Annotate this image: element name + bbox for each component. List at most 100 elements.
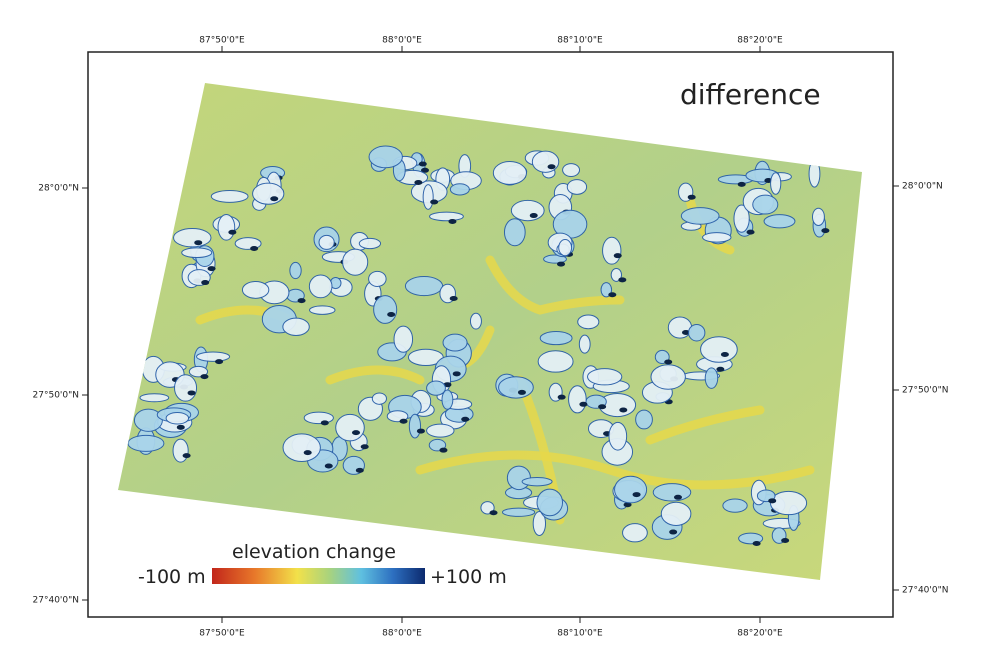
glacier bbox=[469, 312, 482, 330]
shadow bbox=[297, 298, 306, 304]
glacier bbox=[635, 409, 653, 430]
left-coord-label: 28°0'0"N bbox=[38, 184, 79, 194]
shadow bbox=[618, 277, 627, 283]
shadow bbox=[324, 463, 333, 469]
shadow bbox=[752, 540, 761, 546]
shadow bbox=[387, 312, 396, 318]
shadow bbox=[557, 261, 566, 267]
shadow bbox=[489, 510, 498, 516]
glacier bbox=[492, 161, 527, 185]
glacier bbox=[587, 368, 623, 386]
shadow bbox=[613, 253, 622, 259]
shadow bbox=[355, 467, 364, 473]
shadow bbox=[623, 502, 632, 508]
glacier bbox=[510, 199, 545, 222]
glacier bbox=[289, 261, 302, 280]
glacier bbox=[539, 331, 573, 346]
shadow bbox=[781, 538, 790, 544]
shadow bbox=[182, 453, 191, 459]
shadow bbox=[664, 359, 673, 365]
shadow bbox=[187, 390, 196, 396]
glacier bbox=[503, 218, 526, 247]
glacier bbox=[667, 316, 693, 339]
glacier bbox=[404, 275, 444, 297]
glacier bbox=[562, 163, 581, 177]
glacier-tongue bbox=[325, 365, 425, 385]
shadow bbox=[416, 428, 425, 434]
glacier bbox=[127, 434, 165, 452]
glacier bbox=[521, 477, 553, 487]
glacier bbox=[282, 317, 310, 336]
glacier bbox=[578, 334, 591, 354]
bottom-coord-label: 88°10'0"E bbox=[557, 629, 603, 639]
glacier bbox=[342, 248, 369, 276]
top-coord-label: 88°10'0"E bbox=[557, 36, 603, 46]
glacier bbox=[769, 490, 808, 516]
glacier bbox=[373, 295, 398, 324]
shadow bbox=[303, 450, 312, 456]
glacier bbox=[408, 413, 422, 439]
glacier bbox=[358, 237, 382, 250]
shadow bbox=[360, 444, 369, 450]
glacier bbox=[217, 213, 236, 241]
shadow bbox=[720, 351, 729, 357]
legend-min: -100 m bbox=[138, 566, 206, 588]
glacier bbox=[449, 183, 470, 196]
shadow bbox=[529, 213, 538, 219]
glacier bbox=[371, 392, 387, 405]
glacier bbox=[188, 365, 209, 378]
shadow bbox=[768, 498, 777, 504]
shadow bbox=[598, 404, 607, 410]
left-coord-label: 27°50'0"N bbox=[33, 391, 79, 401]
glacier bbox=[688, 323, 706, 342]
shadow bbox=[414, 179, 423, 185]
glacier bbox=[602, 236, 622, 265]
glacier bbox=[393, 325, 414, 353]
shadow bbox=[418, 161, 427, 167]
shadow bbox=[579, 401, 588, 407]
colorbar bbox=[212, 568, 425, 584]
shadow bbox=[619, 407, 628, 413]
shadow bbox=[250, 246, 259, 252]
shadow bbox=[716, 366, 725, 372]
glacier bbox=[181, 247, 213, 259]
shadow bbox=[420, 167, 429, 173]
shadow bbox=[320, 420, 329, 426]
shadow bbox=[176, 424, 185, 430]
bottom-coord-label: 88°0'0"E bbox=[382, 629, 422, 639]
glacier bbox=[577, 314, 600, 330]
glacier bbox=[608, 421, 628, 451]
shadow bbox=[430, 199, 439, 205]
shadow bbox=[207, 266, 216, 272]
glacier bbox=[174, 374, 198, 402]
glacier-tongue bbox=[485, 255, 625, 315]
glacier bbox=[700, 336, 738, 363]
glacier bbox=[498, 376, 534, 399]
glacier-tongue bbox=[415, 450, 815, 490]
glacier bbox=[368, 270, 387, 288]
glacier bbox=[650, 364, 686, 390]
glacier bbox=[763, 214, 796, 229]
shadow bbox=[439, 447, 448, 453]
shadow bbox=[681, 330, 690, 336]
glacier bbox=[165, 411, 190, 425]
glacier bbox=[318, 234, 335, 250]
shadow bbox=[632, 492, 641, 498]
shadow bbox=[669, 529, 678, 535]
glacier bbox=[442, 333, 468, 352]
shadow bbox=[687, 194, 696, 200]
glacier bbox=[622, 523, 648, 543]
glacier bbox=[303, 411, 334, 425]
glacier bbox=[566, 179, 588, 195]
bottom-coord-label: 87°50'0"E bbox=[199, 629, 245, 639]
glacier bbox=[426, 423, 455, 438]
shadow bbox=[673, 494, 682, 500]
glacier bbox=[558, 238, 573, 257]
legend-title: elevation change bbox=[232, 541, 396, 563]
glacier bbox=[422, 184, 434, 210]
glacier bbox=[210, 190, 249, 203]
glacier bbox=[309, 305, 336, 315]
glacier bbox=[426, 380, 446, 396]
shadow bbox=[452, 371, 461, 377]
glacier bbox=[536, 488, 564, 517]
